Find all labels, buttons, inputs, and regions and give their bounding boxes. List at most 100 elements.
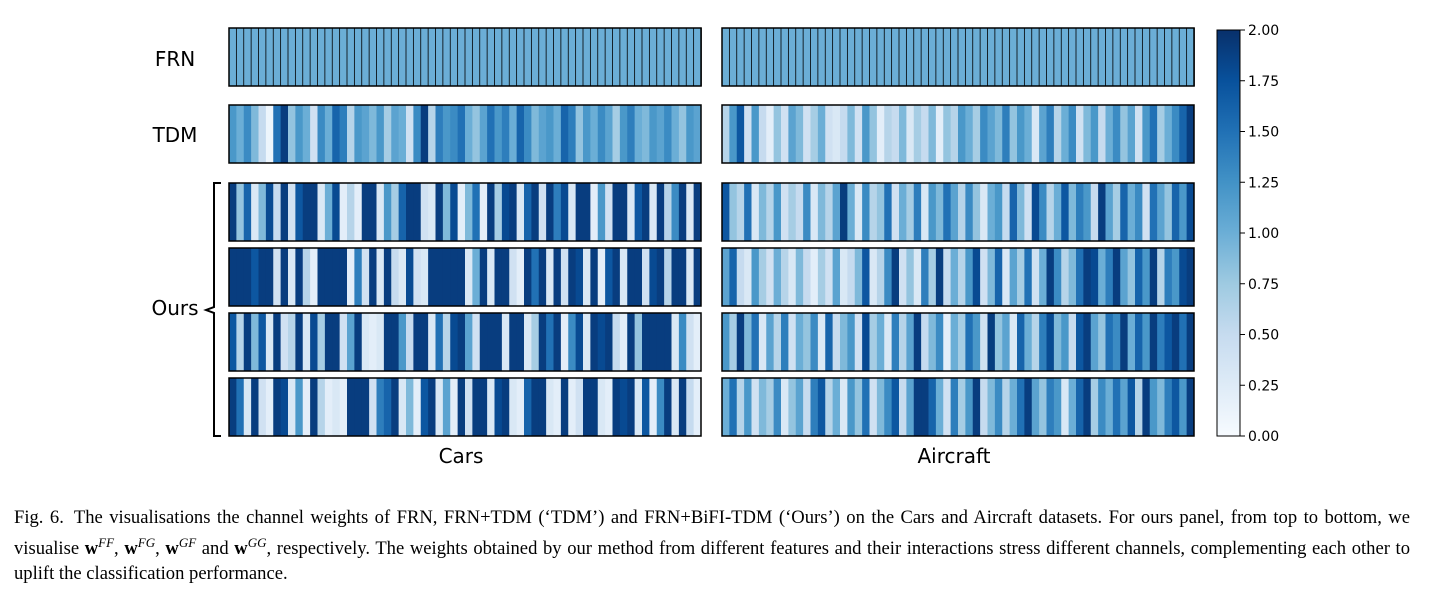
heatmap-cell <box>302 183 311 241</box>
heatmap-cell <box>825 313 834 371</box>
heatmap-cell <box>1031 27 1040 87</box>
heatmap-cell <box>516 105 525 163</box>
heatmap-cell <box>1164 105 1173 163</box>
heatmap-cell <box>935 248 944 306</box>
heatmap-cell <box>324 27 334 87</box>
heatmap-cell <box>302 378 311 436</box>
heatmap-cell <box>1098 313 1106 371</box>
heatmap-cell <box>560 27 570 87</box>
heatmap-cell <box>642 313 650 371</box>
heatmap-cell <box>1061 248 1070 306</box>
heatmap-cell <box>1053 183 1062 241</box>
heatmap-cell <box>758 313 767 371</box>
heatmap-cell <box>612 105 621 163</box>
heatmap-cell <box>361 105 370 163</box>
caption-sup-gf: GF <box>178 535 197 550</box>
heatmap-cell <box>1090 248 1099 306</box>
heatmap-cell <box>405 27 415 87</box>
heatmap-cell <box>656 105 665 163</box>
heatmap-cell <box>1038 27 1048 87</box>
heatmap-cell <box>435 183 444 241</box>
heatmap-cell <box>758 183 767 241</box>
heatmap-cell <box>376 378 385 436</box>
heatmap-cell <box>642 183 650 241</box>
heatmap-cell <box>1112 27 1122 87</box>
heatmap-cell <box>487 105 495 163</box>
heatmap-cell <box>642 105 650 163</box>
heatmap-cell <box>251 183 259 241</box>
heatmap-cell <box>832 378 841 436</box>
heatmap-cell <box>627 105 636 163</box>
heatmap-cell <box>457 313 466 371</box>
heatmap-cell <box>744 105 752 163</box>
heatmap-cell <box>803 313 811 371</box>
heatmap-cell <box>1142 183 1151 241</box>
heatmap-cell <box>428 313 436 371</box>
heatmap-cell <box>1090 313 1099 371</box>
heatmap-cell <box>619 27 629 87</box>
heatmap-cells <box>228 27 1195 437</box>
heatmap-cell <box>1120 248 1129 306</box>
heatmap-cell <box>487 313 495 371</box>
heatmap-cell <box>862 378 870 436</box>
heatmap-cell <box>575 313 584 371</box>
heatmap-cell <box>391 378 400 436</box>
heatmap-cell <box>854 27 863 87</box>
heatmap-cell <box>494 313 503 371</box>
heatmap-cell <box>1135 105 1143 163</box>
heatmap-cell <box>1061 183 1070 241</box>
heatmap-cell <box>958 105 966 163</box>
heatmap-cell <box>1031 313 1040 371</box>
heatmap-cell <box>428 105 436 163</box>
heatmap-cell <box>346 27 356 87</box>
heatmap-cell <box>612 27 621 87</box>
heatmap-cell <box>317 313 326 371</box>
heatmap-cell <box>1001 27 1011 87</box>
heatmap-cell <box>1053 27 1063 87</box>
heatmap-cell <box>928 105 937 163</box>
heatmap-cell <box>1105 27 1114 87</box>
heatmap-cell <box>604 27 614 87</box>
channel-weight-figure: FRN TDM Ours Cars Aircraft 0.000.250.500… <box>151 23 1279 468</box>
heatmap-row-frame <box>228 312 702 372</box>
heatmap-cell <box>686 183 695 241</box>
heatmap-cell <box>1039 183 1047 241</box>
heatmap-cell <box>994 105 1003 163</box>
heatmap-cell <box>1098 378 1106 436</box>
heatmap-cell <box>509 313 518 371</box>
heatmap-cell <box>1120 313 1129 371</box>
heatmap-cell <box>987 248 996 306</box>
heatmap-cell <box>590 183 599 241</box>
heatmap-cell <box>324 313 333 371</box>
heatmap-cell <box>251 248 259 306</box>
heatmap-cell <box>509 183 518 241</box>
heatmap-cell <box>251 313 259 371</box>
heatmap-cell <box>671 183 680 241</box>
heatmap-cell <box>1186 378 1195 436</box>
heatmap-cell <box>899 378 907 436</box>
heatmap-cell <box>280 27 289 87</box>
heatmap-cell <box>354 313 363 371</box>
heatmap-cell <box>751 313 760 371</box>
heatmap-cell <box>965 183 974 241</box>
heatmap-cell <box>235 27 245 87</box>
heatmap-cell <box>354 248 363 306</box>
heatmap-cell <box>575 378 584 436</box>
heatmap-cell <box>354 378 363 436</box>
heatmap-cell <box>729 313 738 371</box>
colorbar-tick-label: 1.25 <box>1248 175 1279 191</box>
heatmap-cell <box>435 105 444 163</box>
heatmap-cell <box>935 105 944 163</box>
caption-text-2: , respectively. The weights obtained by … <box>14 538 1410 585</box>
heatmap-cell <box>420 248 429 306</box>
heatmap-cell <box>935 313 944 371</box>
heatmap-cell <box>575 248 584 306</box>
heatmap-cell <box>538 378 547 436</box>
heatmap-cell <box>265 313 274 371</box>
heatmap-cell <box>538 27 547 87</box>
heatmap-cell <box>339 378 348 436</box>
heatmap-cell <box>406 248 414 306</box>
heatmap-cell <box>560 248 569 306</box>
heatmap-cell <box>1186 27 1195 87</box>
heatmap-cell <box>243 248 252 306</box>
